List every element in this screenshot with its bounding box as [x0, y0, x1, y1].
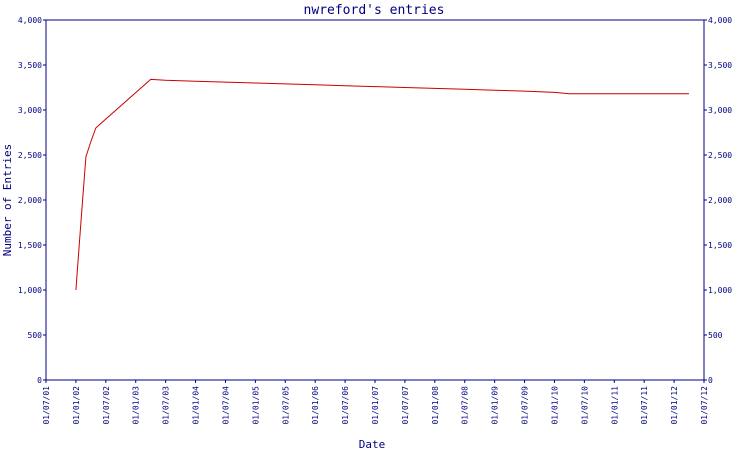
x-tick-label: 01/07/01 [42, 386, 51, 425]
y-tick-label-right: 2,000 [708, 196, 732, 205]
x-tick-label: 01/07/11 [640, 386, 649, 425]
y-tick-label-left: 3,500 [18, 61, 42, 70]
x-tick-label: 01/01/02 [72, 386, 81, 425]
x-tick-label: 01/01/10 [550, 386, 559, 425]
y-tick-label-right: 1,000 [708, 286, 732, 295]
series-line [75, 78, 689, 291]
y-tick-label-right: 500 [708, 331, 723, 340]
x-tick-label: 01/01/05 [251, 386, 260, 425]
axes [43, 19, 707, 383]
y-tick-label-right: 0 [708, 376, 713, 385]
y-tick-label-left: 2,000 [18, 196, 42, 205]
x-tick-label: 01/01/07 [371, 386, 380, 425]
series-layer [75, 78, 689, 291]
x-tick-label: 01/07/10 [580, 386, 589, 425]
y-tick-label-right: 3,500 [708, 61, 732, 70]
x-tick-label: 01/01/08 [431, 386, 440, 425]
x-tick-label: 01/01/09 [491, 386, 500, 425]
x-tick-label: 01/07/05 [281, 386, 290, 425]
y-tick-label-left: 2,500 [18, 151, 42, 160]
y-axis-title: Number of Entries [1, 144, 14, 257]
tick-labels: 0 0 500 500 1,000 1,000 1,500 1,500 2,000 2,000 2,… [18, 16, 732, 425]
x-tick-label: 01/07/04 [221, 386, 230, 425]
x-tick-label: 01/01/12 [670, 386, 679, 425]
x-tick-label: 01/07/02 [102, 386, 111, 425]
chart-title: nwreford's entries [304, 3, 445, 18]
x-tick-label: 01/07/12 [700, 386, 709, 425]
x-tick-label: 01/07/06 [341, 386, 350, 425]
x-tick-label: 01/07/08 [461, 386, 470, 425]
x-tick-label: 01/01/06 [311, 386, 320, 425]
y-tick-label-right: 3,000 [708, 106, 732, 115]
y-tick-label-left: 1,000 [18, 286, 42, 295]
x-tick-label: 01/07/07 [401, 386, 410, 425]
x-axis-title: Date [359, 438, 386, 450]
x-tick-label: 01/07/09 [521, 386, 530, 425]
y-tick-label-left: 500 [28, 331, 43, 340]
x-tick-label: 01/01/04 [192, 386, 201, 425]
y-tick-label-left: 1,500 [18, 241, 42, 250]
x-tick-label: 01/07/03 [162, 386, 171, 425]
y-tick-label-left: 0 [37, 376, 42, 385]
y-tick-label-left: 4,000 [18, 16, 42, 25]
y-tick-label-right: 1,500 [708, 241, 732, 250]
y-tick-label-right: 4,000 [708, 16, 732, 25]
x-tick-label: 01/01/03 [132, 386, 141, 425]
y-tick-label-left: 3,000 [18, 106, 42, 115]
x-tick-label: 01/01/11 [610, 386, 619, 425]
y-tick-label-right: 2,500 [708, 151, 732, 160]
